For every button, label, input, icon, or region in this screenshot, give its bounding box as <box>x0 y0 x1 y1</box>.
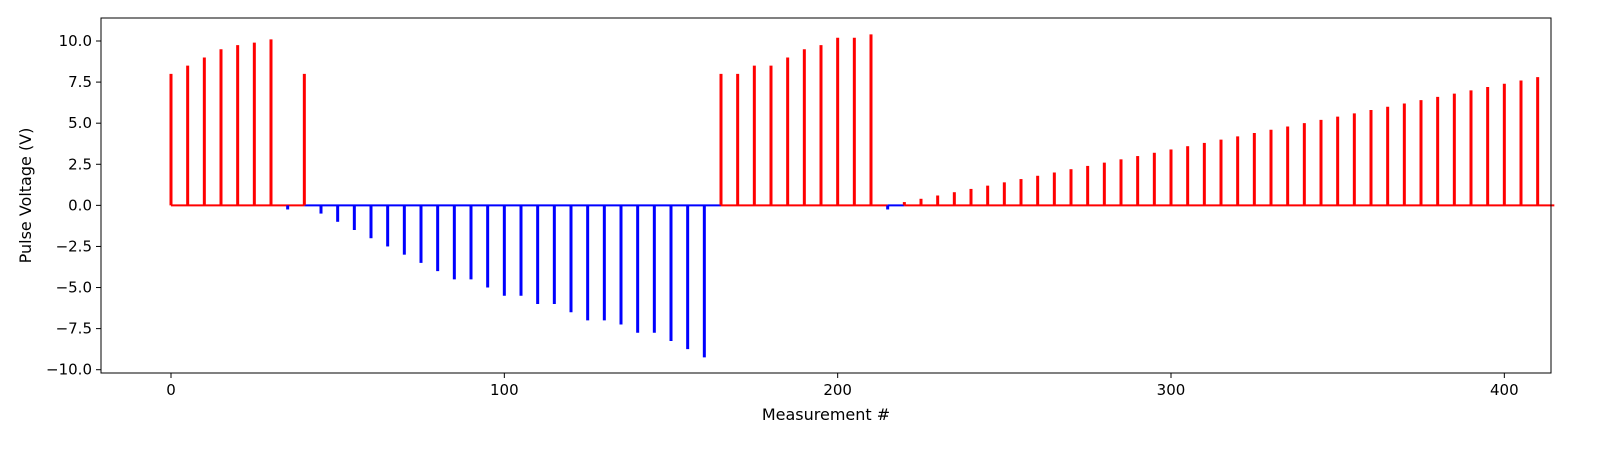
y-tick-label: −7.5 <box>56 320 92 338</box>
y-tick-label: 10.0 <box>59 32 92 50</box>
y-tick-label: −5.0 <box>56 279 92 297</box>
y-tick-label: 7.5 <box>68 73 92 91</box>
x-tick-label: 200 <box>823 381 852 399</box>
x-tick-label: 0 <box>166 381 176 399</box>
y-tick-label: 5.0 <box>68 114 92 132</box>
x-tick-label: 100 <box>490 381 519 399</box>
y-ticks: −10.0 −7.5 −5.0 −2.5 0.0 2.5 5.0 7.5 10.0 <box>46 32 101 379</box>
y-axis-label: Pulse Voltage (V) <box>16 128 35 264</box>
x-axis-label: Measurement # <box>762 405 890 424</box>
y-tick-label: 2.5 <box>68 155 92 173</box>
y-tick-label: −2.5 <box>56 237 92 255</box>
x-tick-label: 300 <box>1157 381 1186 399</box>
bars <box>169 34 1540 358</box>
x-ticks: 0 100 200 300 400 <box>166 373 1519 399</box>
y-tick-label: 0.0 <box>68 196 92 214</box>
plot-area <box>100 17 1552 374</box>
x-tick-label: 400 <box>1490 381 1519 399</box>
y-tick-label: −10.0 <box>46 361 92 379</box>
